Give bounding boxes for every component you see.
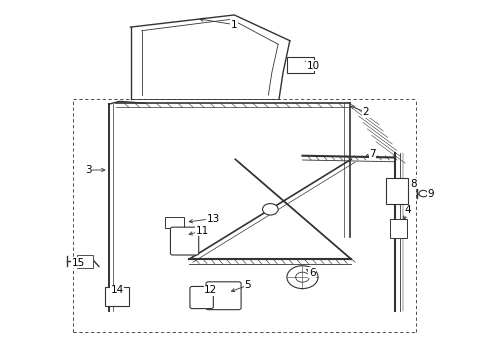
- Circle shape: [287, 266, 318, 289]
- Circle shape: [419, 190, 428, 197]
- Text: 12: 12: [204, 285, 218, 295]
- FancyBboxPatch shape: [105, 287, 128, 306]
- Text: 1: 1: [231, 19, 238, 30]
- FancyBboxPatch shape: [77, 255, 93, 268]
- FancyBboxPatch shape: [165, 217, 184, 228]
- Text: 5: 5: [244, 280, 251, 291]
- Text: 11: 11: [196, 226, 209, 236]
- FancyBboxPatch shape: [287, 57, 314, 73]
- Circle shape: [263, 203, 278, 215]
- FancyBboxPatch shape: [171, 227, 199, 255]
- FancyBboxPatch shape: [206, 282, 241, 310]
- Text: 10: 10: [307, 61, 320, 71]
- FancyBboxPatch shape: [386, 178, 408, 204]
- Text: 7: 7: [369, 149, 376, 159]
- Text: 14: 14: [111, 285, 124, 295]
- Text: 3: 3: [85, 165, 92, 175]
- Text: 13: 13: [207, 213, 220, 224]
- Text: 9: 9: [428, 189, 435, 199]
- Text: 4: 4: [405, 205, 412, 215]
- Circle shape: [295, 272, 309, 282]
- Text: 8: 8: [410, 179, 416, 189]
- Text: 15: 15: [72, 258, 85, 268]
- Text: 2: 2: [363, 107, 369, 117]
- FancyBboxPatch shape: [190, 287, 213, 309]
- Text: 6: 6: [309, 268, 316, 278]
- FancyBboxPatch shape: [390, 219, 407, 238]
